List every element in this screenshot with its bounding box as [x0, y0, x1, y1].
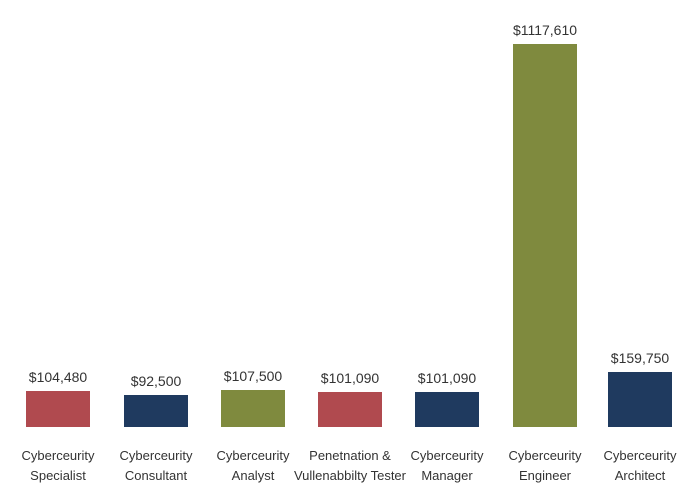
- value-label: $107,500: [223, 368, 283, 385]
- bar: [318, 392, 382, 427]
- x-tick-label: Cyberceurity Engineer: [508, 448, 582, 483]
- bar: [221, 390, 285, 427]
- value-label: $92,500: [130, 373, 182, 390]
- x-tick-label: Cyberceurity Consultant: [119, 448, 193, 483]
- bar: [513, 44, 577, 427]
- value-label: $101,090: [320, 370, 380, 387]
- value-label: $101,090: [417, 370, 477, 387]
- value-label: $1117,610: [512, 22, 578, 38]
- x-tick-label: Cyberceurity Specialist: [21, 448, 95, 483]
- bar: [26, 391, 90, 427]
- x-tick-label: Cyberceurity Architect: [603, 448, 677, 483]
- bar: [608, 372, 672, 427]
- bar: [124, 395, 188, 427]
- x-tick-label: Cyberceurity Manager: [410, 448, 484, 483]
- x-tick-label: Penetnation & Vullenabbilty Tester: [293, 448, 406, 483]
- value-label: $159,750: [610, 350, 670, 367]
- x-tick-label: Cyberceurity Analyst: [216, 448, 290, 483]
- value-label: $104,480: [28, 369, 88, 386]
- bar: [415, 392, 479, 427]
